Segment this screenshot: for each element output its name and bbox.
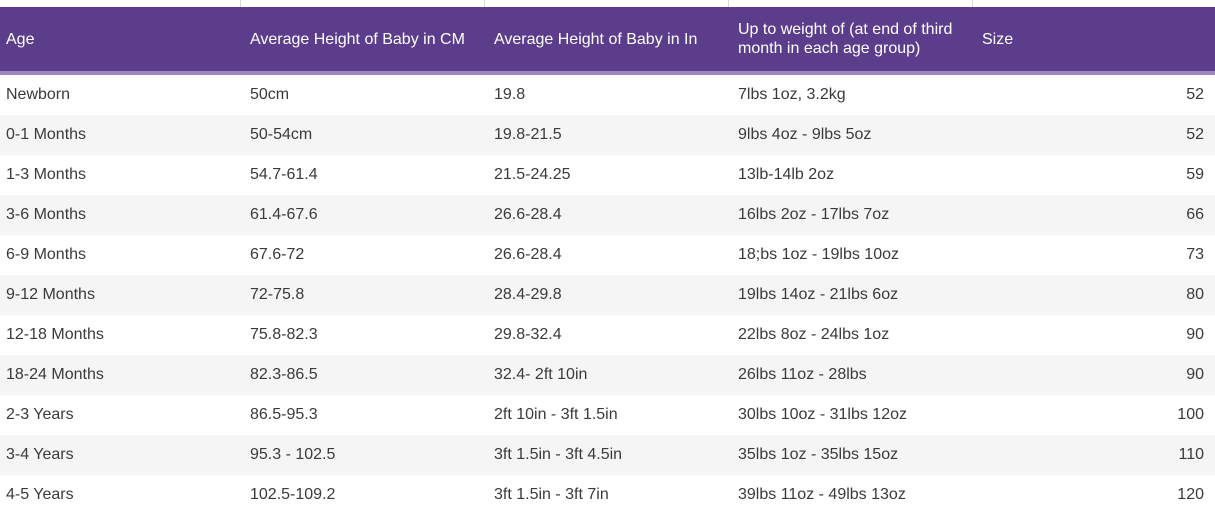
table-row: 4-5 Years 102.5-109.2 3ft 1.5in - 3ft 7in 3… <box>0 475 1215 515</box>
header-height-in[interactable]: Average Height of Baby in In <box>494 30 698 48</box>
cell-height-in: 29.8-32.4 <box>488 315 732 355</box>
cell-weight: 16lbs 2oz - 17lbs 7oz <box>732 195 976 235</box>
header-size[interactable]: Size <box>982 30 1014 48</box>
cell-age: 2-3 Years <box>0 395 244 435</box>
cell-height-in: 28.4-29.8 <box>488 275 732 315</box>
table-row: Newborn 50cm 19.8 7lbs 1oz, 3.2kg 52 <box>0 75 1215 115</box>
top-column-dividers <box>0 0 1215 7</box>
cell-age: Newborn <box>0 75 244 115</box>
table-header: Age Average Height of Baby in CM Average… <box>0 7 1215 75</box>
header-weight[interactable]: Up to weight of (at end of third month i… <box>738 21 953 57</box>
cell-age: 4-5 Years <box>0 475 244 515</box>
cell-weight: 7lbs 1oz, 3.2kg <box>732 75 976 115</box>
cell-size: 52 <box>976 75 1215 115</box>
table-row: 1-3 Months 54.7-61.4 21.5-24.25 13lb-14lb 2… <box>0 155 1215 195</box>
cell-size: 90 <box>976 355 1215 395</box>
cell-height-cm: 50-54cm <box>244 115 488 155</box>
cell-weight: 22lbs 8oz - 24lbs 1oz <box>732 315 976 355</box>
cell-height-in: 2ft 10in - 3ft 1.5in <box>488 395 732 435</box>
cell-height-cm: 102.5-109.2 <box>244 475 488 515</box>
cell-height-cm: 82.3-86.5 <box>244 355 488 395</box>
cell-weight: 35lbs 1oz - 35lbs 15oz <box>732 435 976 475</box>
cell-size: 90 <box>976 315 1215 355</box>
baby-size-table: Age Average Height of Baby in CM Average… <box>0 7 1215 515</box>
cell-age: 18-24 Months <box>0 355 244 395</box>
cell-size: 120 <box>976 475 1215 515</box>
cell-height-cm: 50cm <box>244 75 488 115</box>
cell-height-cm: 61.4-67.6 <box>244 195 488 235</box>
header-height-cm[interactable]: Average Height of Baby in CM <box>250 30 465 48</box>
cell-size: 80 <box>976 275 1215 315</box>
table-row: 0-1 Months 50-54cm 19.8-21.5 9lbs 4oz - 9lb… <box>0 115 1215 155</box>
table-row: 3-4 Years 95.3 - 102.5 3ft 1.5in - 3ft 4.5… <box>0 435 1215 475</box>
cell-weight: 9lbs 4oz - 9lbs 5oz <box>732 115 976 155</box>
cell-height-in: 21.5-24.25 <box>488 155 732 195</box>
table-row: 18-24 Months 82.3-86.5 32.4- 2ft 10in 26lbs… <box>0 355 1215 395</box>
table-row: 9-12 Months 72-75.8 28.4-29.8 19lbs 14oz - … <box>0 275 1215 315</box>
cell-age: 3-6 Months <box>0 195 244 235</box>
cell-weight: 39lbs 11oz - 49lbs 13oz <box>732 475 976 515</box>
cell-height-in: 3ft 1.5in - 3ft 7in <box>488 475 732 515</box>
cell-height-cm: 86.5-95.3 <box>244 395 488 435</box>
cell-size: 100 <box>976 395 1215 435</box>
cell-weight: 26lbs 11oz - 28lbs <box>732 355 976 395</box>
cell-age: 9-12 Months <box>0 275 244 315</box>
cell-height-in: 19.8-21.5 <box>488 115 732 155</box>
cell-age: 12-18 Months <box>0 315 244 355</box>
cell-size: 59 <box>976 155 1215 195</box>
table-row: 2-3 Years 86.5-95.3 2ft 10in - 3ft 1.5in 30… <box>0 395 1215 435</box>
cell-height-cm: 95.3 - 102.5 <box>244 435 488 475</box>
cell-weight: 18;bs 1oz - 19lbs 10oz <box>732 235 976 275</box>
cell-height-in: 19.8 <box>488 75 732 115</box>
header-row: Age Average Height of Baby in CM Average… <box>0 7 1215 71</box>
table-row: 12-18 Months 75.8-82.3 29.8-32.4 22lbs 8oz … <box>0 315 1215 355</box>
cell-height-in: 3ft 1.5in - 3ft 4.5in <box>488 435 732 475</box>
cell-size: 52 <box>976 115 1215 155</box>
cell-height-cm: 67.6-72 <box>244 235 488 275</box>
table-row: 3-6 Months 61.4-67.6 26.6-28.4 16lbs 2oz - … <box>0 195 1215 235</box>
cell-height-cm: 72-75.8 <box>244 275 488 315</box>
cell-height-in: 26.6-28.4 <box>488 195 732 235</box>
table-row: 6-9 Months 67.6-72 26.6-28.4 18;bs 1oz - 19… <box>0 235 1215 275</box>
cell-size: 66 <box>976 195 1215 235</box>
cell-size: 110 <box>976 435 1215 475</box>
cell-age: 0-1 Months <box>0 115 244 155</box>
cell-height-cm: 54.7-61.4 <box>244 155 488 195</box>
cell-height-in: 26.6-28.4 <box>488 235 732 275</box>
cell-height-cm: 75.8-82.3 <box>244 315 488 355</box>
cell-age: 6-9 Months <box>0 235 244 275</box>
cell-age: 3-4 Years <box>0 435 244 475</box>
cell-weight: 30lbs 10oz - 31lbs 12oz <box>732 395 976 435</box>
cell-age: 1-3 Months <box>0 155 244 195</box>
cell-size: 73 <box>976 235 1215 275</box>
table-body: Newborn 50cm 19.8 7lbs 1oz, 3.2kg 52 0-1 Mont… <box>0 75 1215 515</box>
header-underline <box>0 71 1215 75</box>
header-age[interactable]: Age <box>6 30 35 48</box>
cell-weight: 13lb-14lb 2oz <box>732 155 976 195</box>
cell-weight: 19lbs 14oz - 21lbs 6oz <box>732 275 976 315</box>
cell-height-in: 32.4- 2ft 10in <box>488 355 732 395</box>
